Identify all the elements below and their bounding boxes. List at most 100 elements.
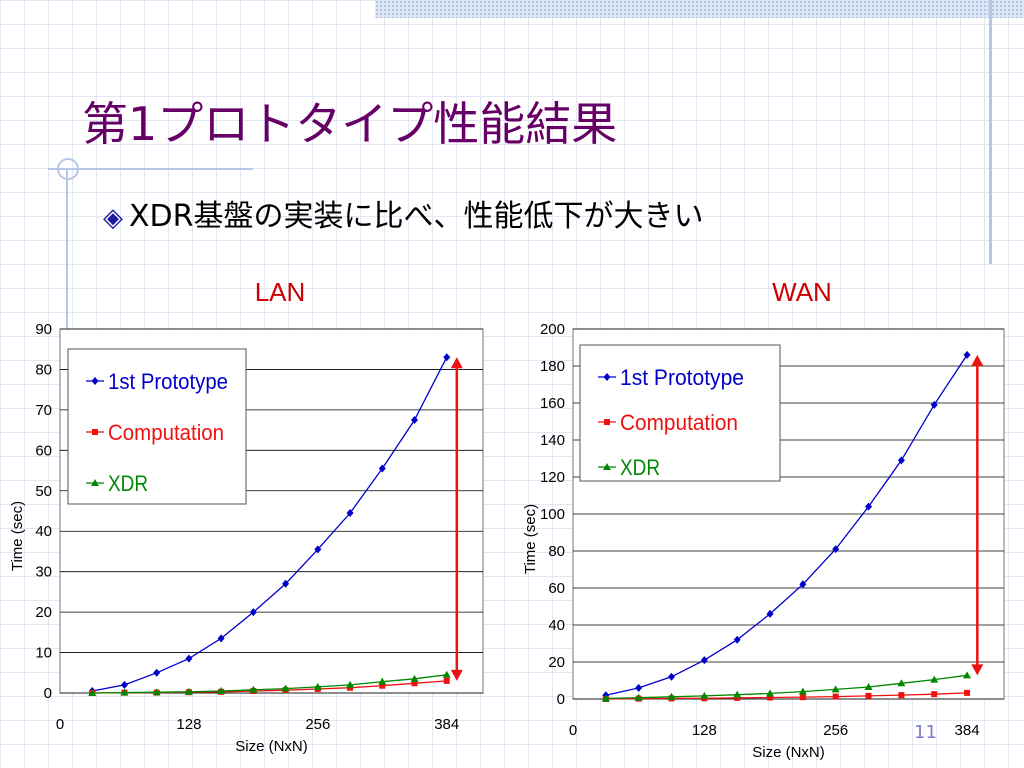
- bullet-text: XDR基盤の実装に比べ、性能低下が大きい: [129, 199, 704, 234]
- legend-marker: [604, 419, 610, 425]
- arrow-head: [450, 357, 463, 369]
- data-point: [700, 656, 708, 665]
- data-point: [314, 545, 322, 554]
- slide-title: 第1プロトタイプ性能結果: [82, 97, 618, 151]
- data-point: [733, 690, 742, 698]
- y-tick-label: 180: [540, 358, 565, 375]
- y-tick-label: 10: [35, 645, 52, 662]
- data-point: [799, 694, 806, 701]
- y-tick-label: 50: [35, 483, 52, 500]
- data-point: [931, 691, 938, 698]
- series-line-prototype: [92, 357, 448, 692]
- data-point: [120, 680, 128, 689]
- data-point: [963, 671, 972, 679]
- arrow-head: [971, 664, 984, 676]
- y-tick-label: 70: [35, 402, 52, 419]
- data-point: [865, 692, 872, 699]
- x-tick-label: 0: [56, 716, 64, 733]
- wan-chart: WAN 0 20 40 60 80 100 120 140 160 180 200 0 128 256 384…: [522, 277, 1005, 761]
- data-point: [601, 694, 610, 702]
- series-line-computation: [605, 692, 968, 700]
- data-point: [766, 609, 774, 618]
- data-point: [282, 579, 290, 588]
- data-point: [411, 416, 419, 424]
- y-tick-label: 120: [540, 469, 565, 486]
- y-tick-label: 140: [540, 432, 565, 449]
- legend-marker: [603, 463, 611, 470]
- y-tick-label: 90: [35, 321, 52, 338]
- y-tick-label: 100: [540, 506, 565, 523]
- legend-label: 1st Prototype: [108, 369, 228, 394]
- data-point: [411, 680, 418, 687]
- chart-title: LAN: [255, 277, 306, 307]
- data-point: [767, 694, 774, 701]
- y-axis-label: Time (sec): [522, 504, 539, 574]
- data-point: [443, 353, 451, 362]
- data-point: [766, 689, 775, 697]
- data-point: [634, 693, 643, 701]
- legend-label: XDR: [620, 455, 660, 480]
- y-tick-label: 20: [35, 604, 52, 621]
- legend-box: [67, 348, 247, 505]
- data-point: [152, 688, 161, 696]
- data-point: [442, 670, 451, 678]
- series-line-prototype: [605, 354, 968, 696]
- data-point: [700, 691, 709, 699]
- lan-chart: LAN 0 10 20 30 40 50 60 70 80 90 0 128 256 384 Size (Nx…: [9, 277, 484, 755]
- data-point: [864, 682, 873, 690]
- data-point: [378, 464, 386, 473]
- data-point: [217, 634, 225, 643]
- legend-label: Computation: [620, 410, 738, 435]
- data-point: [346, 509, 354, 518]
- x-tick-label: 128: [692, 722, 717, 739]
- series-line-xdr: [92, 674, 447, 694]
- decorative-line: [989, 0, 992, 264]
- legend-label: 1st Prototype: [620, 365, 744, 390]
- data-point: [898, 692, 905, 699]
- data-point: [313, 682, 322, 690]
- y-tick-label: 60: [35, 442, 52, 459]
- data-point: [832, 693, 839, 700]
- legend-marker: [91, 479, 99, 486]
- data-point: [378, 677, 387, 685]
- data-point: [635, 683, 643, 692]
- page-number: 11: [914, 722, 937, 743]
- x-axis-label: Size (NxN): [752, 744, 825, 761]
- x-tick-label: 0: [569, 722, 577, 739]
- x-tick-label: 384: [434, 716, 459, 733]
- chart-title: WAN: [772, 277, 832, 307]
- legend-marker: [91, 377, 99, 385]
- data-point: [865, 502, 873, 511]
- arrow-head: [450, 669, 463, 681]
- data-point: [831, 685, 840, 693]
- data-point: [668, 672, 676, 681]
- data-point: [217, 686, 226, 694]
- data-point: [832, 545, 840, 554]
- data-point: [964, 689, 971, 696]
- legend-marker: [603, 373, 611, 381]
- data-point: [897, 456, 905, 465]
- data-point: [798, 687, 807, 695]
- legend-label: Computation: [108, 420, 224, 445]
- x-axis-label: Size (NxN): [235, 738, 308, 755]
- y-tick-label: 0: [44, 685, 52, 702]
- y-tick-label: 40: [548, 617, 565, 634]
- data-point: [799, 580, 807, 589]
- decorative-circle: [57, 158, 79, 180]
- x-tick-label: 384: [955, 722, 980, 739]
- y-tick-label: 20: [548, 654, 565, 671]
- data-point: [897, 679, 906, 687]
- legend-marker: [92, 429, 98, 435]
- arrow-head: [971, 354, 984, 366]
- decorative-band: [375, 0, 1024, 18]
- y-tick-label: 200: [540, 321, 565, 338]
- x-tick-label: 256: [305, 716, 330, 733]
- x-tick-label: 256: [823, 722, 848, 739]
- data-point: [281, 684, 290, 692]
- data-point: [185, 654, 193, 663]
- data-point: [249, 685, 258, 693]
- y-tick-label: 0: [557, 691, 565, 708]
- data-point: [930, 400, 938, 409]
- data-point: [733, 635, 741, 644]
- legend-box: [579, 344, 781, 482]
